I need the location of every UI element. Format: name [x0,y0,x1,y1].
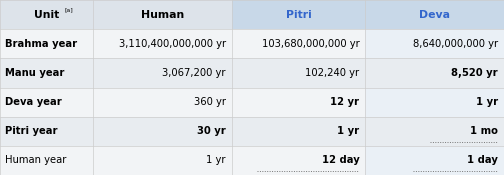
Text: Human year: Human year [5,155,67,165]
Text: 1 yr: 1 yr [337,126,359,136]
Text: Deva year: Deva year [5,97,62,107]
Text: 12 yr: 12 yr [330,97,359,107]
Bar [365,0,504,29]
Bar [232,146,365,175]
Text: Brahma year: Brahma year [5,39,77,49]
Text: 1 yr: 1 yr [476,97,498,107]
Bar [232,0,365,29]
Text: 360 yr: 360 yr [194,97,226,107]
Bar [93,146,232,175]
Bar [232,29,365,58]
Bar [365,88,504,117]
Bar [93,58,232,88]
Bar [93,29,232,58]
Bar [93,0,232,29]
Bar [0,0,93,29]
Bar [0,117,93,146]
Text: 12 day: 12 day [322,155,359,165]
Text: 3,067,200 yr: 3,067,200 yr [162,68,226,78]
Bar [93,117,232,146]
Text: 103,680,000,000 yr: 103,680,000,000 yr [262,39,359,49]
Text: 1 mo: 1 mo [470,126,498,136]
Text: 8,520 yr: 8,520 yr [451,68,498,78]
Text: Human: Human [141,10,184,20]
Text: 3,110,400,000,000 yr: 3,110,400,000,000 yr [118,39,226,49]
Text: 102,240 yr: 102,240 yr [305,68,359,78]
Text: 30 yr: 30 yr [197,126,226,136]
Bar [0,58,93,88]
Text: Unit: Unit [34,10,59,20]
Bar [232,117,365,146]
Bar [232,88,365,117]
Text: Pitri year: Pitri year [5,126,57,136]
Bar [93,88,232,117]
Text: Manu year: Manu year [5,68,65,78]
Text: [a]: [a] [65,7,74,12]
Bar [365,58,504,88]
Bar [365,146,504,175]
Text: Pitri: Pitri [286,10,311,20]
Text: 1 yr: 1 yr [206,155,226,165]
Bar [232,58,365,88]
Bar [365,117,504,146]
Text: 1 day: 1 day [467,155,498,165]
Bar [365,29,504,58]
Bar [0,29,93,58]
Bar [0,146,93,175]
Bar [0,88,93,117]
Text: 8,640,000,000 yr: 8,640,000,000 yr [413,39,498,49]
Text: Deva: Deva [419,10,450,20]
